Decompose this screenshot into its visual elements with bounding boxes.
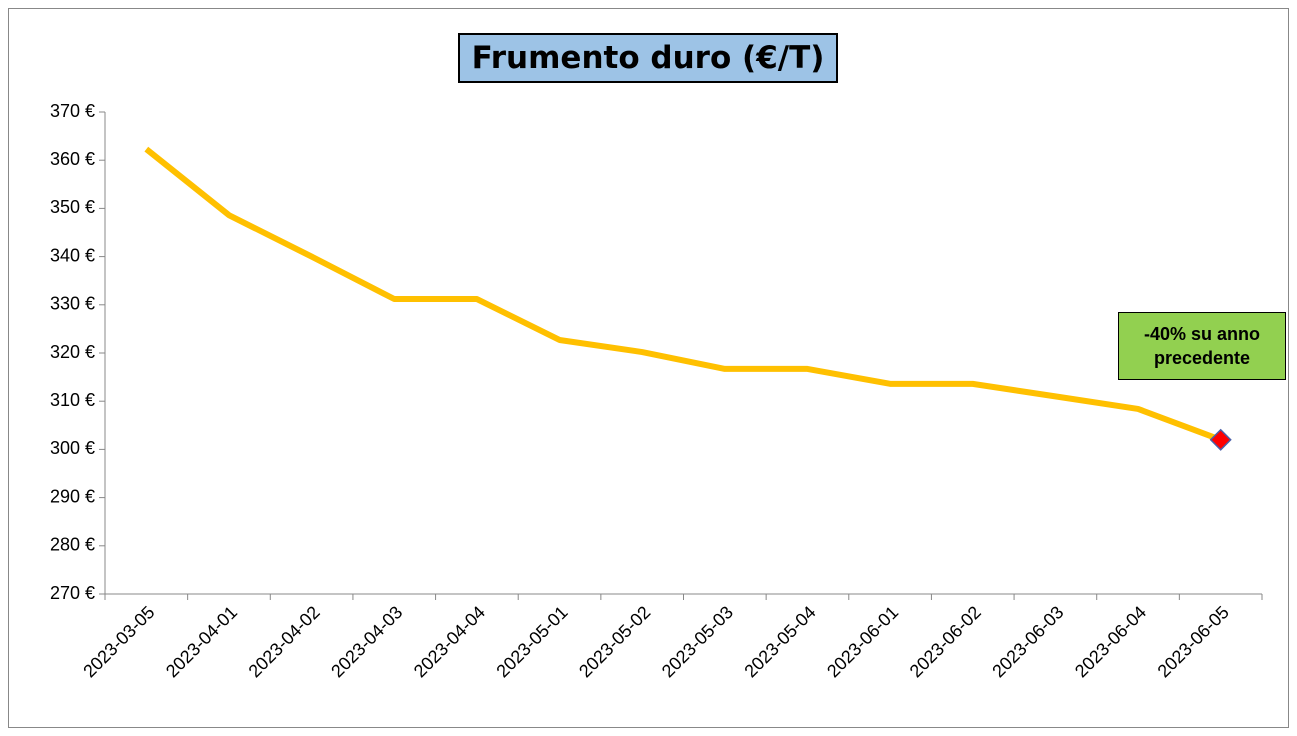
y-tick-label: 330 € xyxy=(50,294,95,314)
line-series xyxy=(144,146,1222,443)
y-tick-label: 300 € xyxy=(50,438,95,458)
highlight-marker xyxy=(1209,428,1232,451)
chart-title: Frumento duro (€/T) xyxy=(458,33,838,83)
y-tick-label: 360 € xyxy=(50,149,95,169)
y-tick-label: 350 € xyxy=(50,197,95,217)
y-tick-label: 310 € xyxy=(50,390,95,410)
y-tick-label: 340 € xyxy=(50,245,95,265)
chart-border xyxy=(8,8,1289,728)
y-tick-label: 290 € xyxy=(50,486,95,506)
y-tick-label: 270 € xyxy=(50,583,95,603)
y-tick-label: 370 € xyxy=(50,101,95,121)
annotation: -40% su anno precedente xyxy=(1118,312,1286,380)
y-tick-label: 280 € xyxy=(50,535,95,555)
y-tick-label: 320 € xyxy=(50,342,95,362)
